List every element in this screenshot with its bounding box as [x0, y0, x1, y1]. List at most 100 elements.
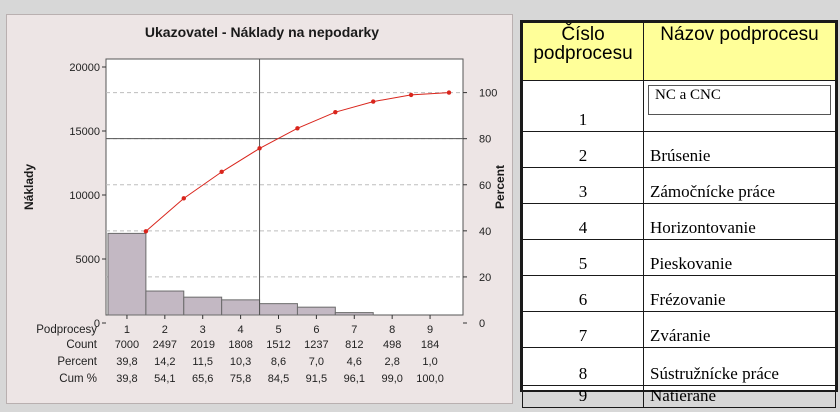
subprocess-number: 4 — [522, 203, 644, 240]
subprocess-number: 6 — [522, 275, 644, 312]
table-cell: 7000 — [115, 339, 139, 351]
table-cell: 6 — [313, 324, 319, 336]
table-cell: 7,0 — [309, 356, 324, 368]
table-cell: 96,1 — [344, 373, 365, 385]
cumulative-point — [408, 92, 414, 98]
table-cell: 184 — [421, 339, 439, 351]
y2-tick-label: 100 — [479, 88, 497, 100]
bar — [145, 290, 185, 316]
table-cell: 14,2 — [154, 356, 175, 368]
subprocess-number: 3 — [522, 167, 644, 204]
subprocess-name: Horizontovanie — [643, 203, 836, 240]
bars — [107, 232, 374, 316]
y2-tick-label: 40 — [479, 226, 491, 238]
y-tick-label: 10000 — [69, 190, 100, 202]
table-cell: 1808 — [228, 339, 252, 351]
table-cell: 1 — [124, 324, 130, 336]
y2-tick-label: 60 — [479, 180, 491, 192]
chart-title: Ukazovatel - Náklady na nepodarky — [145, 24, 379, 40]
subprocess-name: Zámočnícke práce — [643, 167, 836, 204]
table-row-label: Percent — [57, 356, 97, 368]
cumulative-point — [181, 196, 186, 201]
table-row-label: Cum % — [59, 373, 97, 385]
table-cell: 498 — [383, 339, 401, 351]
table-row: 8 Sústružnícke práce — [522, 347, 836, 386]
y2-tick-label: 0 — [479, 318, 485, 330]
table-cell: 7 — [351, 324, 357, 336]
table-row: 6 Frézovanie — [522, 275, 836, 312]
subprocess-name: Pieskovanie — [643, 239, 836, 276]
table-cell: 8 — [389, 324, 395, 336]
pareto-chart-panel: Ukazovatel - Náklady na nepodarky 0 5000 1… — [6, 14, 513, 404]
table-cell: 54,1 — [154, 373, 175, 385]
table-row-label: Count — [66, 339, 97, 351]
table-row: 2 Brúsenie — [522, 131, 836, 168]
table-cell: 5 — [275, 324, 281, 336]
y2-tick-label: 80 — [479, 134, 491, 146]
table-row-label: Podprocesy — [36, 324, 97, 336]
table-row: 3 Zámočnícke práce — [522, 167, 836, 204]
gridlines — [106, 92, 463, 278]
table-cell: 10,3 — [230, 356, 251, 368]
table-cell: 1,0 — [422, 356, 437, 368]
cumulative-point — [219, 169, 224, 175]
subprocess-name-cell: NC a CNC — [643, 80, 836, 132]
table-cell: 100,0 — [416, 373, 444, 385]
subprocess-name: Sústružnícke práce — [643, 347, 836, 386]
subprocess-name: Frézovanie — [643, 275, 836, 312]
table-cell: 2497 — [153, 339, 177, 351]
bar — [334, 312, 374, 316]
plot-area — [105, 58, 464, 316]
table-row: 5 Pieskovanie — [522, 239, 836, 276]
y-tick-label: 15000 — [69, 126, 100, 138]
subprocess-name: NC a CNC — [648, 85, 831, 115]
table-cell: 4,6 — [347, 356, 362, 368]
table-cell: 1237 — [304, 339, 328, 351]
header-cislo-podprocesu: Číslo podprocesu — [522, 22, 644, 81]
y2-axis-label: Percent — [493, 165, 507, 209]
table-cell: 2 — [162, 324, 168, 336]
y-tick-label: 0 — [94, 318, 100, 330]
y2-tick-label: 20 — [479, 272, 491, 284]
table-cell: 11,5 — [192, 356, 213, 368]
table-cell: 39,8 — [116, 356, 137, 368]
subprocess-number: 2 — [522, 131, 644, 168]
cumulative-point — [333, 109, 338, 115]
table-cell: 84,5 — [268, 373, 289, 385]
table-cell: 4 — [238, 324, 244, 336]
cumulative-point — [446, 90, 452, 95]
cumulative-point — [295, 126, 300, 131]
table-row: 1 NC a CNC — [522, 80, 836, 132]
table-row: 4 Horizontovanie — [522, 203, 836, 240]
table-cell: 3 — [200, 324, 206, 336]
table-cell: 2,8 — [385, 356, 400, 368]
table-cell: 812 — [345, 339, 363, 351]
table-cell: 75,8 — [230, 373, 251, 385]
table-cell: 1512 — [266, 339, 290, 351]
table-row: 9 Natierane — [522, 385, 836, 408]
axes: 0 5000 10000 15000 20000 0 20 40 60 80 100 — [69, 62, 497, 330]
legend-table-panel: Číslo podprocesu Názov podprocesu 1 NC a … — [520, 20, 838, 408]
subprocess-name: Natierane — [643, 385, 836, 408]
cumulative-line — [143, 90, 452, 234]
cumulative-point — [371, 99, 376, 104]
table-cell: 2019 — [190, 339, 214, 351]
bar — [259, 303, 298, 316]
table-cell: 39,8 — [116, 373, 137, 385]
bar — [296, 306, 336, 316]
cumulative-point — [257, 146, 262, 151]
table-cell: 9 — [427, 324, 433, 336]
header-nazov-podprocesu: Názov podprocesu — [643, 22, 836, 81]
pareto-chart: Ukazovatel - Náklady na nepodarky 0 5000 1… — [22, 24, 507, 385]
reference-lines — [106, 59, 463, 315]
subprocess-name: Brúsenie — [643, 131, 836, 168]
subprocess-table: Číslo podprocesu Názov podprocesu 1 NC a … — [522, 22, 836, 408]
bar — [183, 296, 223, 316]
table-row: 7 Zváranie — [522, 311, 836, 348]
pareto-data-table: Podprocesy 1 2 3 4 5 6 7 8 9 Count 7000 2497 2019 1808… — [36, 324, 444, 385]
subprocess-name: Zváranie — [643, 311, 836, 348]
subprocess-number: 1 — [522, 80, 644, 132]
table-cell: 8,6 — [271, 356, 286, 368]
subprocess-number: 9 — [522, 385, 644, 408]
table-cell: 65,6 — [192, 373, 213, 385]
